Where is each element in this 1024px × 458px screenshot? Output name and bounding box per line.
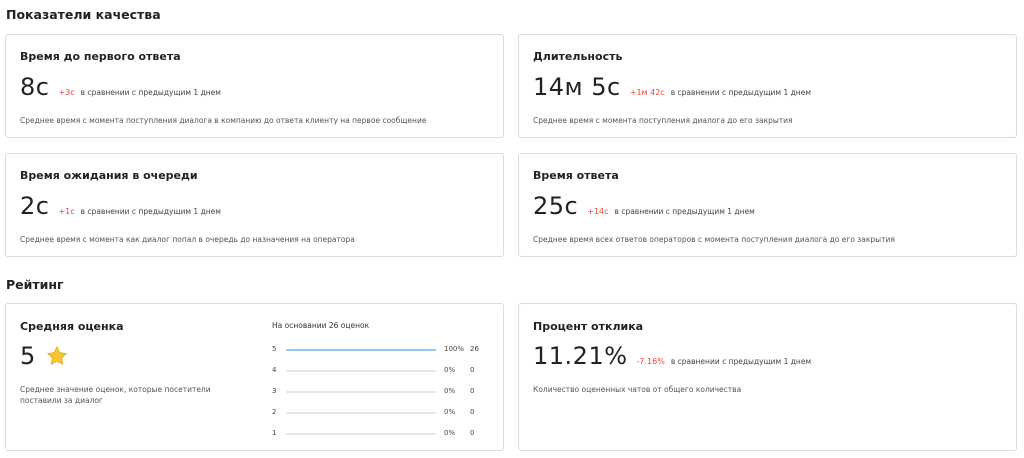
star-icon bbox=[46, 345, 68, 367]
card-title: Средняя оценка bbox=[20, 320, 124, 333]
rating-distribution-row: 5 100% 26 bbox=[272, 345, 487, 355]
response-time-card: Время ответа 25с +14с в сравнении с пред… bbox=[518, 153, 1017, 257]
metric-delta: -7.16% bbox=[636, 357, 665, 366]
card-description: Количество оцененных чатов от общего кол… bbox=[533, 385, 742, 394]
card-description: Среднее значение оценок, которые посетит… bbox=[20, 385, 211, 405]
metric-delta: +1м 42с bbox=[629, 88, 665, 97]
card-description: Среднее время всех ответов операторов с … bbox=[533, 235, 895, 244]
first-response-time-card: Время до первого ответа 8с +3с в сравнен… bbox=[5, 34, 504, 138]
rating-percent: 0% bbox=[444, 387, 456, 395]
rating-percent: 100% bbox=[444, 345, 465, 353]
card-title: Время до первого ответа bbox=[20, 50, 181, 63]
rating-percent: 0% bbox=[444, 366, 456, 374]
rating-bar-track bbox=[286, 370, 436, 372]
metric-delta: +3с bbox=[58, 88, 75, 97]
rating-count: 0 bbox=[470, 408, 475, 416]
card-title: Время ответа bbox=[533, 169, 619, 182]
response-rate-card: Процент отклика 11.21% -7.16% в сравнени… bbox=[518, 303, 1017, 451]
quality-section-title: Показатели качества bbox=[6, 7, 161, 22]
metric-compare-text: в сравнении с предыдущим 1 днем bbox=[614, 207, 755, 216]
card-title: Время ожидания в очереди bbox=[20, 169, 198, 182]
metric-value: 11.21% bbox=[533, 342, 628, 370]
rating-bar-track bbox=[286, 391, 436, 393]
metric-compare-text: в сравнении с предыдущим 1 днем bbox=[80, 207, 221, 216]
rating-distribution-row: 1 0% 0 bbox=[272, 429, 487, 439]
card-title: Процент отклика bbox=[533, 320, 644, 333]
rating-distribution-row: 3 0% 0 bbox=[272, 387, 487, 397]
rating-bar-track bbox=[286, 349, 436, 351]
card-title: Длительность bbox=[533, 50, 623, 63]
metric-compare-text: в сравнении с предыдущим 1 днем bbox=[80, 88, 221, 97]
metric-delta: +14с bbox=[587, 207, 609, 216]
metric-compare-text: в сравнении с предыдущим 1 днем bbox=[670, 88, 811, 97]
rating-bar-track bbox=[286, 412, 436, 414]
distribution-header: На основании 26 оценок bbox=[272, 321, 370, 330]
metric-compare-text: в сравнении с предыдущим 1 днем bbox=[670, 357, 812, 366]
card-description: Среднее время с момента поступления диал… bbox=[20, 116, 427, 125]
rating-count: 0 bbox=[470, 429, 475, 437]
metric-value: 14м 5с bbox=[533, 73, 621, 101]
metric-value: 25с bbox=[533, 192, 579, 220]
average-rating-value: 5 bbox=[20, 342, 36, 370]
average-rating-card: Средняя оценка 5 Среднее значение оценок… bbox=[5, 303, 504, 451]
rating-count: 0 bbox=[470, 366, 475, 374]
metric-delta: +1с bbox=[58, 207, 75, 216]
metric-value: 2с bbox=[20, 192, 50, 220]
rating-label: 4 bbox=[272, 366, 277, 374]
rating-bar-track bbox=[286, 433, 436, 435]
rating-distribution-row: 2 0% 0 bbox=[272, 408, 487, 418]
duration-card: Длительность 14м 5с +1м 42с в сравнении … bbox=[518, 34, 1017, 138]
card-description: Среднее время с момента поступления диал… bbox=[533, 116, 793, 125]
rating-count: 0 bbox=[470, 387, 475, 395]
rating-percent: 0% bbox=[444, 429, 456, 437]
rating-label: 5 bbox=[272, 345, 277, 353]
metric-value: 8с bbox=[20, 73, 50, 101]
rating-bar-fill bbox=[286, 349, 436, 351]
rating-label: 1 bbox=[272, 429, 277, 437]
rating-label: 3 bbox=[272, 387, 277, 395]
queue-wait-time-card: Время ожидания в очереди 2с +1с в сравне… bbox=[5, 153, 504, 257]
rating-section-title: Рейтинг bbox=[6, 277, 64, 292]
rating-label: 2 bbox=[272, 408, 277, 416]
rating-distribution-row: 4 0% 0 bbox=[272, 366, 487, 376]
rating-count: 26 bbox=[470, 345, 479, 353]
rating-percent: 0% bbox=[444, 408, 456, 416]
card-description: Среднее время с момента как диалог попал… bbox=[20, 235, 355, 244]
